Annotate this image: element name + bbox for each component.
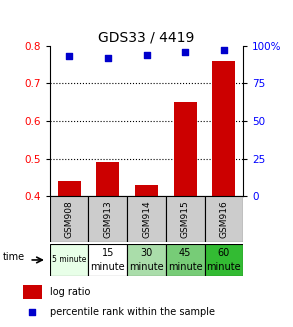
Bar bbox=[205, 196, 243, 242]
Text: time: time bbox=[3, 252, 25, 262]
Text: percentile rank within the sample: percentile rank within the sample bbox=[50, 307, 215, 317]
Point bbox=[144, 52, 149, 58]
Text: GSM915: GSM915 bbox=[181, 200, 190, 238]
Bar bbox=[173, 102, 197, 196]
Point bbox=[67, 54, 71, 59]
Bar bbox=[127, 244, 166, 276]
Bar bbox=[57, 181, 81, 196]
Text: minute: minute bbox=[207, 262, 241, 272]
Text: 5 minute: 5 minute bbox=[52, 255, 86, 265]
Text: minute: minute bbox=[91, 262, 125, 272]
Bar bbox=[50, 196, 88, 242]
Point bbox=[183, 49, 188, 54]
Bar bbox=[96, 162, 120, 196]
Text: GSM914: GSM914 bbox=[142, 200, 151, 238]
Bar bbox=[166, 244, 205, 276]
Title: GDS33 / 4419: GDS33 / 4419 bbox=[98, 31, 195, 44]
Text: log ratio: log ratio bbox=[50, 287, 90, 297]
Bar bbox=[166, 196, 205, 242]
Point bbox=[105, 55, 110, 60]
Bar bbox=[205, 244, 243, 276]
Text: 45: 45 bbox=[179, 248, 191, 258]
Text: GSM913: GSM913 bbox=[103, 200, 112, 238]
Bar bbox=[212, 61, 236, 196]
Bar bbox=[50, 244, 88, 276]
Bar bbox=[23, 285, 42, 299]
Bar bbox=[88, 244, 127, 276]
Text: minute: minute bbox=[129, 262, 164, 272]
Text: 15: 15 bbox=[102, 248, 114, 258]
Text: 30: 30 bbox=[140, 248, 153, 258]
Text: GSM908: GSM908 bbox=[65, 200, 74, 238]
Bar bbox=[88, 196, 127, 242]
Bar bbox=[127, 196, 166, 242]
Bar bbox=[135, 185, 158, 196]
Text: minute: minute bbox=[168, 262, 202, 272]
Point bbox=[222, 48, 226, 53]
Point bbox=[30, 309, 35, 315]
Text: GSM916: GSM916 bbox=[219, 200, 228, 238]
Text: 60: 60 bbox=[218, 248, 230, 258]
